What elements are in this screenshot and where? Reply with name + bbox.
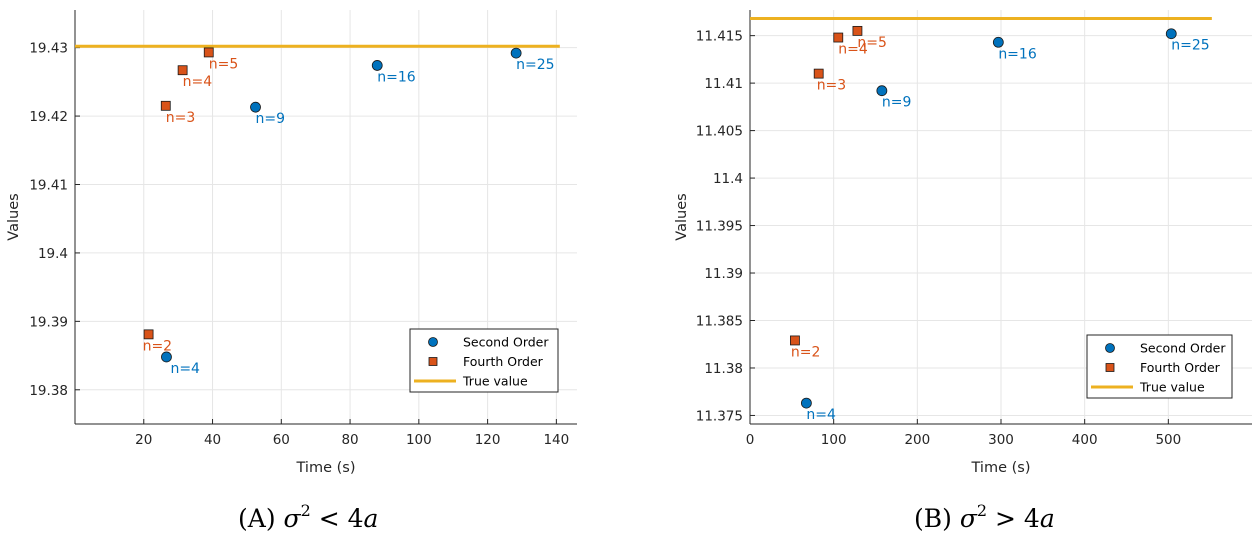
x-tick-label: 400 — [1072, 432, 1098, 448]
y-tick-label: 19.38 — [29, 383, 68, 399]
x-axis-label: Time (s) — [296, 460, 356, 476]
legend-fourth-order-label: Fourth Order — [1140, 360, 1221, 375]
y-tick-label: 11.375 — [696, 408, 743, 424]
y-tick-label: 19.42 — [29, 109, 68, 125]
y-tick-label: 19.43 — [29, 41, 68, 57]
second-order-point — [161, 351, 172, 363]
y-tick-label: 11.39 — [704, 266, 743, 282]
x-tick-label: 80 — [341, 432, 358, 448]
legend-circle-marker — [428, 337, 438, 347]
second-order-data-label: n=9 — [882, 95, 912, 111]
x-tick-label: 0 — [746, 432, 755, 448]
fourth-order-data-label: n=2 — [791, 344, 821, 360]
fourth-order-point — [203, 47, 214, 58]
legend-true-value-label: True value — [1139, 380, 1205, 395]
x-tick-label: 40 — [204, 432, 221, 448]
fourth-order-data-label: n=3 — [166, 110, 196, 126]
y-tick-label: 11.4 — [713, 171, 743, 187]
legend-fourth-order-label: Fourth Order — [463, 354, 544, 369]
legend: Second Order Fourth Order True value — [1086, 334, 1233, 399]
y-tick-label: 11.38 — [704, 361, 743, 377]
second-order-point — [1165, 28, 1177, 40]
x-tick-label: 300 — [988, 432, 1014, 448]
x-tick-label: 200 — [904, 432, 930, 448]
y-tick-label: 11.41 — [704, 76, 743, 92]
fourth-order-data-label: n=3 — [817, 78, 847, 94]
fourth-order-point — [813, 68, 824, 79]
second-order-data-label: n=4 — [170, 361, 200, 377]
y-tick-label: 19.41 — [29, 177, 68, 193]
fourth-order-point — [177, 65, 188, 76]
fourth-order-point — [160, 100, 171, 111]
x-tick-label: 100 — [821, 432, 847, 448]
chart-panel-b: 0 100 200 300 400 500 11.375 11.38 11.385 11.39 11… — [674, 10, 1252, 533]
legend-second-order-label: Second Order — [1140, 341, 1226, 356]
x-tick-label: 100 — [406, 432, 432, 448]
chart-panel-a: 20 40 60 80 100 120 140 19.38 19.39 19.4 19.41 19.4… — [6, 10, 577, 533]
y-axis-label: Values — [6, 193, 22, 240]
panel-caption: (B) σ2 > 4a — [914, 501, 1055, 533]
x-tick-label: 140 — [543, 432, 569, 448]
x-tick-label: 120 — [475, 432, 501, 448]
fourth-order-point — [790, 335, 800, 346]
y-axis-label: Values — [674, 193, 690, 240]
legend: Second Order Fourth Order True value — [409, 328, 559, 393]
y-tick-label: 11.385 — [696, 314, 743, 330]
legend-second-order-label: Second Order — [463, 335, 549, 350]
fourth-order-data-label: n=4 — [183, 74, 213, 90]
fourth-order-data-label: n=5 — [209, 56, 239, 72]
second-order-point — [371, 60, 383, 71]
second-order-point — [992, 36, 1004, 48]
second-order-data-label: n=16 — [377, 69, 416, 85]
second-order-point — [510, 47, 522, 59]
fourth-order-point — [833, 32, 844, 43]
y-tick-label: 11.415 — [696, 29, 743, 45]
legend-circle-marker — [1105, 343, 1115, 353]
y-tick-label: 11.395 — [696, 219, 743, 235]
legend-square-marker — [1105, 363, 1115, 372]
panel-caption: (A) σ2 < 4a — [238, 501, 378, 533]
second-order-point — [250, 101, 261, 113]
fourth-order-point — [852, 25, 863, 36]
second-order-point — [876, 85, 888, 97]
second-order-point — [800, 397, 812, 409]
y-tick-label: 19.4 — [38, 246, 68, 262]
y-tick-label: 19.39 — [29, 314, 68, 330]
fourth-order-data-label: n=2 — [143, 338, 173, 354]
second-order-data-label: n=16 — [998, 46, 1037, 62]
legend-square-marker — [428, 357, 438, 366]
x-tick-label: 500 — [1155, 432, 1181, 448]
x-tick-label: 20 — [135, 432, 152, 448]
second-order-data-label: n=25 — [516, 57, 554, 73]
second-order-data-label: n=25 — [1171, 38, 1209, 54]
fourth-order-data-label: n=5 — [857, 35, 887, 51]
x-axis-label: Time (s) — [971, 460, 1031, 476]
second-order-data-label: n=4 — [806, 407, 836, 423]
second-order-data-label: n=9 — [256, 111, 286, 127]
x-tick-label: 60 — [273, 432, 290, 448]
y-tick-label: 11.405 — [696, 124, 743, 140]
fourth-order-point — [143, 329, 154, 340]
fourth-order-data-label: n=4 — [838, 42, 868, 58]
legend-true-value-label: True value — [462, 374, 528, 389]
